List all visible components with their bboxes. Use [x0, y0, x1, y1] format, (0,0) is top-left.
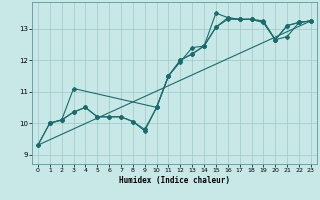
X-axis label: Humidex (Indice chaleur): Humidex (Indice chaleur): [119, 176, 230, 185]
